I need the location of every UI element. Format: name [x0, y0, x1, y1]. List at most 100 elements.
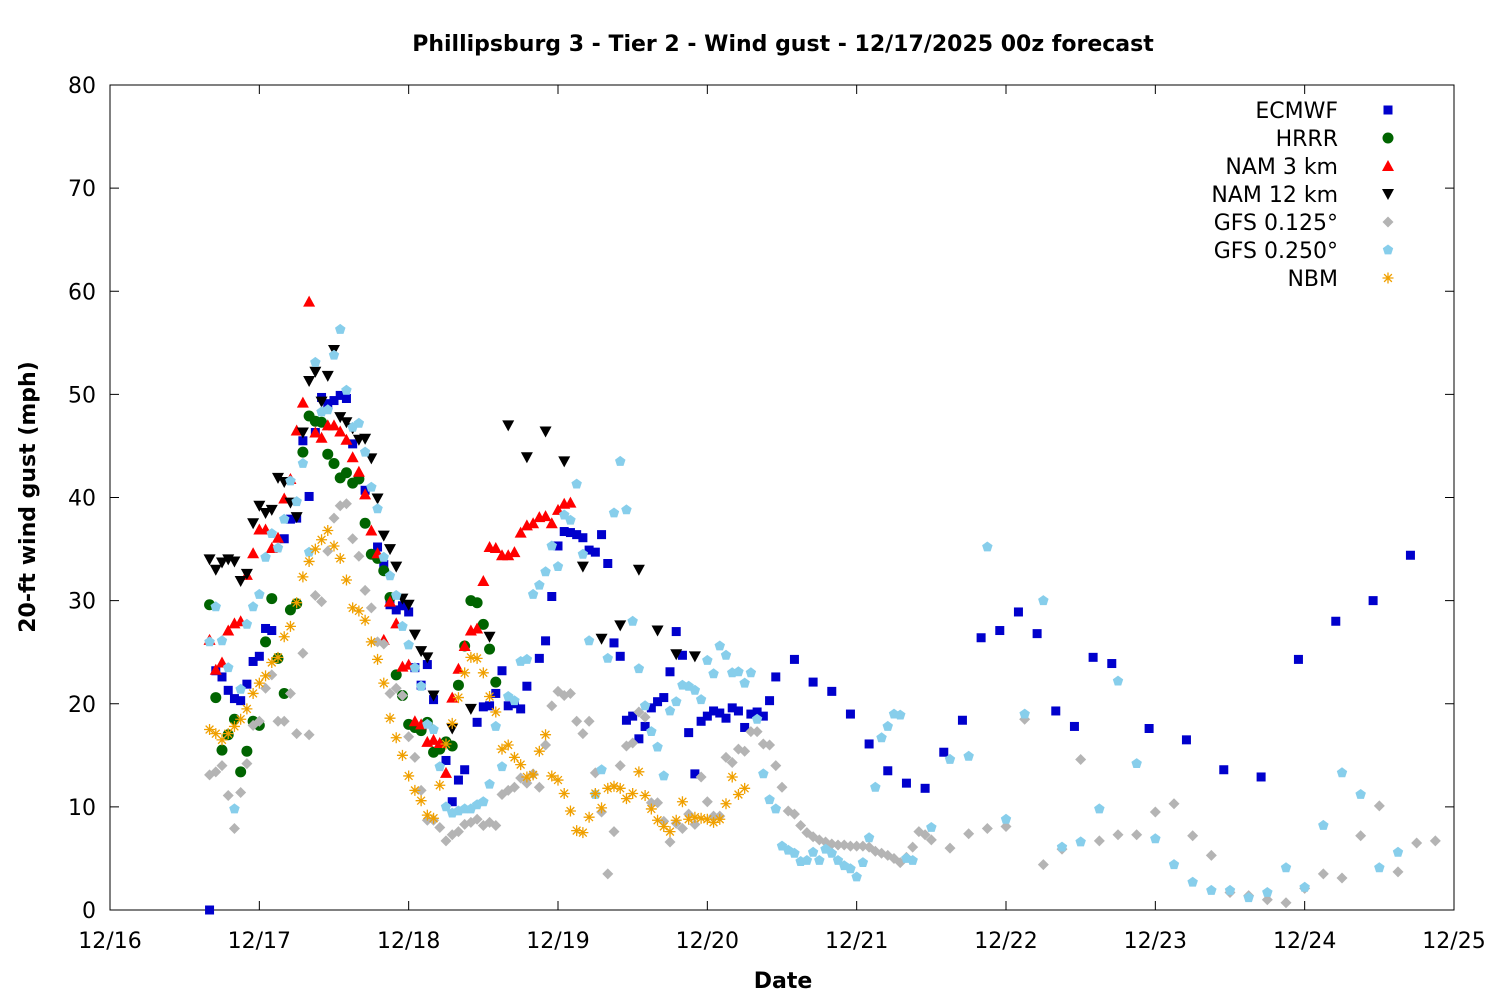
x-axis: 12/16 12/17 12/18 12/19 12/20 12/21 12/22 12/23…: [78, 85, 1486, 954]
data-point-nbm: [403, 770, 415, 782]
data-point-ecmwf: [217, 672, 227, 682]
data-point-ecmwf: [298, 436, 308, 446]
data-point-gfs-0-125: [583, 715, 595, 727]
data-point-hrrr: [260, 636, 272, 648]
data-point-ecmwf: [285, 514, 295, 524]
data-point-gfs-0-250: [571, 478, 582, 489]
data-point-gfs-0-125: [222, 790, 234, 802]
data-point-gfs-0-250: [335, 323, 346, 334]
data-point-gfs-0-125: [664, 836, 676, 848]
data-point-nam-3-km: [359, 488, 372, 500]
data-point-ecmwf: [1181, 735, 1191, 745]
data-point-gfs-0-250: [422, 718, 433, 729]
data-point-gfs-0-125: [434, 822, 446, 833]
data-point-hrrr: [210, 692, 222, 704]
legend-marker-hrrr: [1382, 132, 1394, 144]
data-point-nbm: [340, 574, 352, 586]
data-points: [203, 295, 1441, 915]
data-point-nbm: [564, 805, 576, 817]
data-point-gfs-0-250: [876, 732, 887, 743]
data-point-ecmwf: [534, 653, 544, 663]
data-point-ecmwf: [771, 672, 781, 682]
data-point-ecmwf: [653, 697, 663, 707]
data-point-nam-3-km: [290, 424, 303, 436]
data-point-nbm: [278, 631, 290, 643]
data-point-gfs-0-125: [745, 726, 757, 738]
data-point-gfs-0-250: [702, 654, 713, 665]
data-point-ecmwf: [690, 769, 700, 779]
data-point-gfs-0-250: [1374, 862, 1385, 873]
data-point-gfs-0-250: [1000, 813, 1012, 824]
data-point-nam-12-km: [340, 417, 353, 429]
data-point-ecmwf: [522, 681, 532, 691]
data-point-gfs-0-250: [857, 857, 869, 867]
legend-marker-ecmwf: [1383, 105, 1393, 115]
data-point-gfs-0-250: [1280, 862, 1292, 873]
data-point-ecmwf: [1069, 721, 1079, 731]
data-point-gfs-0-125: [291, 728, 303, 740]
data-point-hrrr: [446, 740, 458, 752]
data-point-nbm: [720, 798, 732, 810]
data-point-nbm: [676, 796, 688, 808]
data-point-nbm: [459, 667, 471, 679]
data-point-gfs-0-250: [882, 720, 893, 731]
data-point-gfs-0-250: [478, 796, 489, 807]
data-point-gfs-0-250: [322, 404, 333, 415]
data-point-gfs-0-250: [646, 726, 657, 736]
data-point-gfs-0-250: [415, 680, 427, 691]
data-point-gfs-0-250: [272, 542, 284, 553]
data-point-nam-12-km: [427, 690, 440, 702]
data-point-nbm: [284, 620, 296, 632]
data-point-ecmwf: [261, 623, 271, 633]
data-point-gfs-0-250: [664, 705, 676, 716]
data-point-gfs-0-250: [583, 635, 595, 646]
data-point-gfs-0-125: [639, 711, 651, 723]
x-tick-label: 12/24: [1273, 929, 1336, 954]
data-point-ecmwf: [597, 530, 607, 540]
data-point-gfs-0-125: [944, 842, 956, 854]
data-point-nam-3-km: [346, 451, 359, 463]
data-point-gfs-0-125: [440, 835, 452, 847]
data-point-ecmwf: [516, 704, 526, 714]
data-point-gfs-0-125: [851, 840, 863, 852]
data-point-gfs-0-125: [340, 498, 352, 510]
data-point-ecmwf: [453, 775, 463, 785]
data-point-nbm: [490, 706, 502, 718]
data-point-gfs-0-250: [490, 720, 501, 731]
data-point-ecmwf: [572, 530, 582, 540]
data-point-ecmwf: [341, 394, 351, 403]
data-point-ecmwf: [397, 601, 407, 611]
data-point-ecmwf: [665, 667, 675, 677]
data-point-nbm: [210, 728, 222, 740]
data-point-gfs-0-125: [297, 647, 309, 659]
data-point-gfs-0-250: [832, 855, 844, 865]
data-point-gfs-0-250: [739, 677, 750, 688]
data-point-gfs-0-125: [316, 596, 328, 608]
data-point-gfs-0-250: [1150, 833, 1161, 844]
data-point-gfs-0-125: [1280, 897, 1292, 909]
y-tick-label: 50: [68, 383, 96, 408]
legend-marker-nam-12-km: [1382, 189, 1394, 200]
legend-label: GFS 0.125°: [1214, 211, 1338, 236]
data-point-ecmwf: [279, 534, 289, 544]
data-point-nam-3-km: [458, 640, 471, 651]
data-point-gfs-0-250: [552, 561, 564, 571]
data-point-nam-3-km: [514, 526, 527, 538]
data-point-gfs-0-125: [1373, 800, 1385, 812]
data-point-nam-3-km: [489, 542, 502, 554]
data-point-ecmwf: [746, 709, 756, 719]
data-point-nbm: [589, 787, 601, 799]
data-point-ecmwf: [441, 755, 451, 765]
data-point-ecmwf: [758, 711, 768, 721]
data-point-gfs-0-250: [1038, 595, 1049, 606]
data-point-gfs-0-250: [652, 741, 663, 752]
data-point-ecmwf: [447, 797, 457, 807]
data-point-gfs-0-250: [1112, 675, 1124, 686]
data-point-gfs-0-250: [359, 446, 371, 457]
data-point-nbm: [552, 774, 564, 786]
data-point-gfs-0-250: [546, 540, 557, 551]
data-point-nbm: [316, 534, 328, 546]
data-point-gfs-0-125: [564, 687, 576, 699]
data-point-ecmwf: [684, 728, 694, 738]
data-point-gfs-0-125: [396, 690, 408, 701]
